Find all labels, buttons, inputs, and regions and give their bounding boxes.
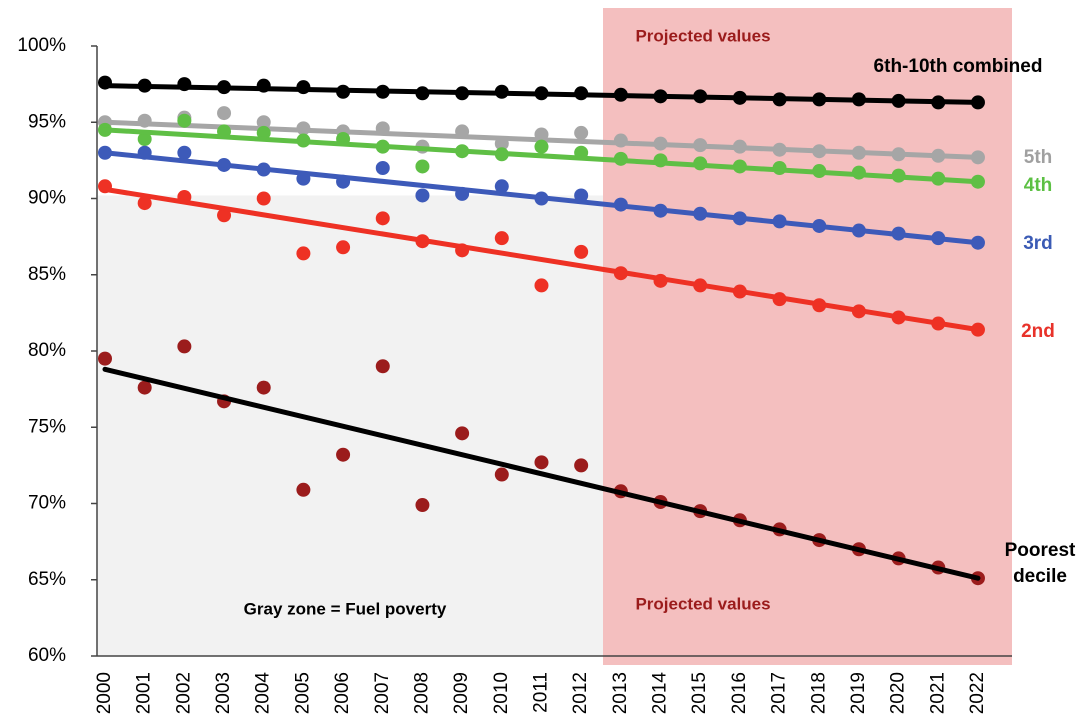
x-tick-label: 2022: [967, 672, 988, 714]
x-tick-label: 2008: [411, 672, 432, 714]
x-tick-label: 2001: [134, 672, 155, 714]
data-point: [574, 125, 589, 140]
x-tick-label: 2009: [451, 672, 472, 714]
data-point: [137, 380, 152, 395]
x-tick-label: 2003: [213, 672, 234, 714]
data-point: [574, 458, 589, 473]
x-tick-label: 2017: [769, 672, 790, 714]
x-tick-label: 2012: [570, 672, 591, 714]
data-point: [137, 196, 152, 211]
y-tick-label: 65%: [28, 569, 66, 590]
x-tick-label: 2007: [372, 672, 393, 714]
trend-line: [102, 127, 981, 185]
data-point: [336, 240, 351, 255]
x-tick-label: 2011: [530, 672, 551, 713]
data-point: [375, 211, 390, 226]
data-point: [574, 244, 589, 259]
x-tick-label: 2020: [888, 672, 909, 714]
series-label: 3rd: [1023, 233, 1053, 254]
data-point: [455, 426, 470, 441]
data-point: [137, 132, 152, 147]
projection-zone: [603, 8, 1012, 665]
series-label: 2nd: [1021, 321, 1055, 342]
data-point: [534, 278, 549, 293]
y-tick-label: 85%: [28, 264, 66, 285]
data-point: [534, 455, 549, 470]
x-tick-label: 2013: [610, 672, 631, 714]
data-point: [217, 208, 232, 223]
y-tick-label: 75%: [28, 416, 66, 437]
series-label: 5th: [1023, 147, 1053, 168]
y-tick-label: 80%: [28, 340, 66, 361]
trend-line: [102, 150, 981, 246]
data-point: [415, 498, 430, 513]
annotation: Projected values: [635, 26, 770, 45]
x-tick-label: 2014: [650, 672, 671, 715]
x-tick-label: 2010: [491, 672, 512, 714]
y-tick-label: 70%: [28, 493, 66, 514]
data-point: [98, 351, 112, 366]
data-point: [494, 179, 509, 194]
trend-line: [102, 83, 981, 105]
data-point: [415, 159, 430, 174]
data-point: [177, 145, 192, 160]
x-tick-label: 2018: [808, 672, 829, 714]
x-tick-label: 2021: [927, 672, 948, 714]
series-label: 4th: [1023, 175, 1053, 196]
data-point: [494, 231, 509, 246]
trend-line: [102, 366, 981, 581]
annotation: Gray zone = Fuel poverty: [244, 599, 447, 618]
x-tick-label: 2005: [292, 672, 313, 714]
data-point: [534, 139, 549, 154]
x-tick-label: 2015: [689, 672, 710, 714]
data-point: [336, 447, 351, 462]
y-tick-label: 95%: [28, 111, 66, 132]
data-point: [494, 467, 509, 482]
data-point: [256, 115, 271, 130]
data-point: [296, 246, 311, 261]
data-point: [256, 125, 271, 140]
x-tick-label: 2016: [729, 672, 750, 714]
y-tick-label: 100%: [17, 35, 66, 56]
data-point: [256, 380, 271, 395]
data-point: [375, 359, 390, 374]
y-tick-label: 60%: [28, 645, 66, 666]
x-tick-label: 2006: [332, 672, 353, 714]
data-point: [574, 188, 589, 203]
x-tick-label: 2000: [94, 672, 115, 714]
data-point: [256, 191, 271, 206]
trend-line: [102, 186, 981, 333]
x-tick-label: 2019: [848, 672, 869, 714]
data-point: [217, 106, 232, 121]
data-point: [177, 113, 192, 128]
data-point: [415, 188, 430, 203]
annotation: Projected values: [635, 594, 770, 613]
series-label: Poorest decile: [1004, 540, 1076, 587]
x-tick-label: 2004: [253, 672, 274, 715]
data-point: [177, 339, 192, 354]
data-point: [375, 161, 390, 175]
series-label: 6th-10th combined: [873, 56, 1043, 77]
y-tick-label: 90%: [28, 188, 66, 209]
data-point: [296, 482, 311, 497]
x-tick-label: 2002: [173, 672, 194, 714]
